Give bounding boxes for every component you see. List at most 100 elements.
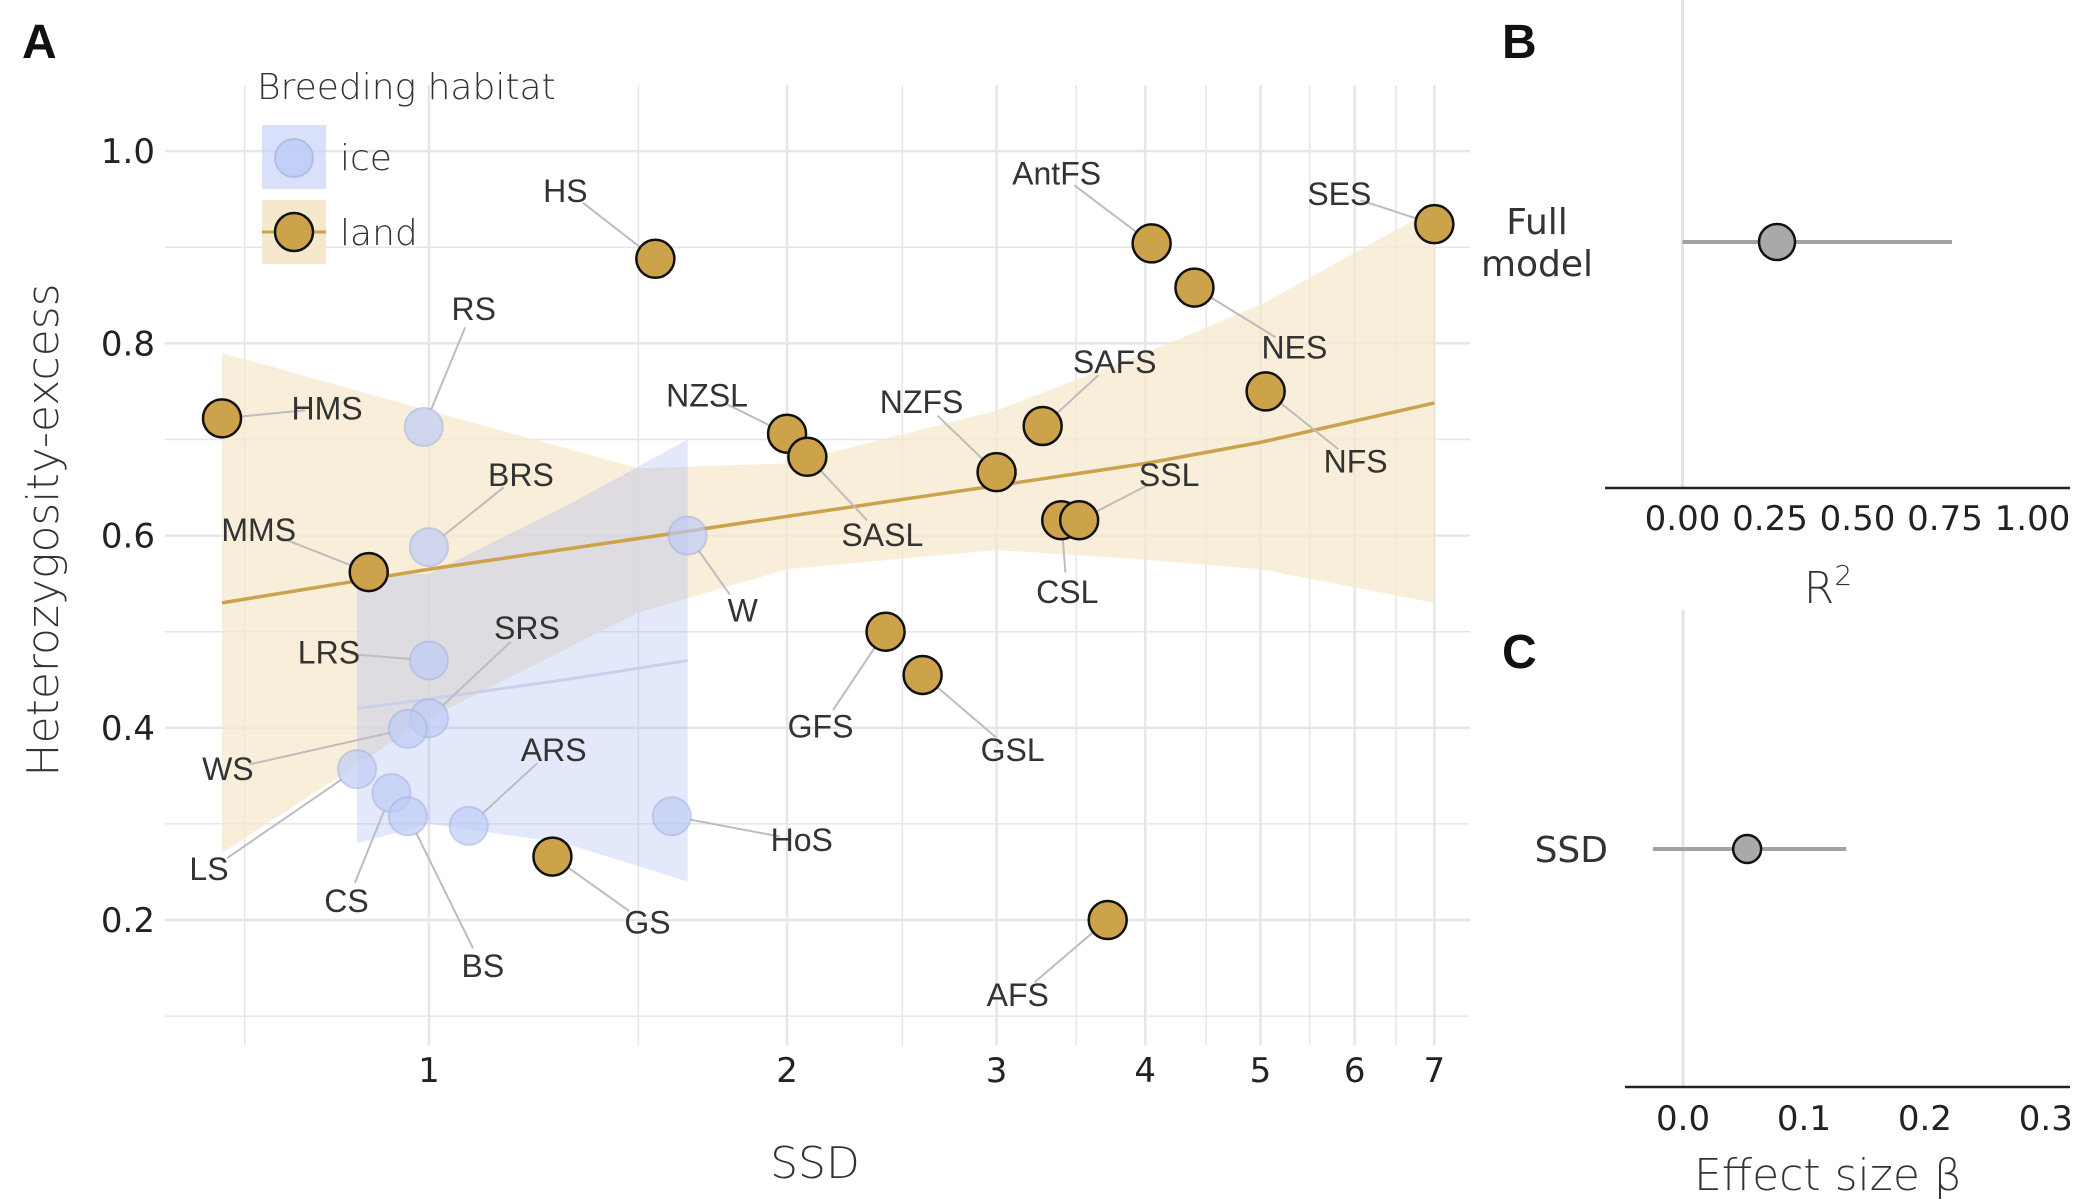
data-point-land <box>532 836 573 877</box>
point-label: MMS <box>221 512 296 548</box>
label-leader-line <box>1360 199 1418 220</box>
data-point-land <box>201 398 243 439</box>
point-label: CS <box>324 883 368 919</box>
panel-b-x-tick-label: 0.25 <box>1732 499 1808 539</box>
label-leader-line <box>249 731 391 766</box>
panel-a-tick-labels: 1 2 3 4 5 6 7 0.2 0.4 0.6 0.8 1.0 <box>101 132 1445 1091</box>
panel-a-letter: A <box>22 16 57 69</box>
panel-a-point-labels: RS BRS W LRS SRS WS LS CS BS ARS HoS HMS MMS HS GS NZSL… <box>189 155 1387 1013</box>
point-label: SES <box>1307 176 1371 212</box>
point-label: WS <box>202 751 254 787</box>
label-leader-line <box>353 809 386 884</box>
data-point-land <box>348 551 389 593</box>
x-tick-label: 3 <box>986 1051 1008 1091</box>
panel-c-estimate-point <box>1731 833 1763 865</box>
point-label: SSL <box>1139 457 1199 493</box>
data-point-land <box>1131 223 1172 264</box>
point-label: NES <box>1262 330 1328 366</box>
point-label: ARS <box>521 732 587 768</box>
point-label: GS <box>624 905 670 941</box>
panel-b-x-tick-label: 1.00 <box>1995 499 2071 539</box>
data-point-ice <box>667 515 708 556</box>
legend-key-ice-marker <box>274 138 314 178</box>
panel-b-category-line: Full <box>1506 202 1568 243</box>
x-tick-label: 6 <box>1344 1051 1366 1091</box>
y-tick-label: 1.0 <box>101 132 155 172</box>
legend: Breeding habitat ice land <box>257 67 556 264</box>
label-leader-line <box>442 486 505 537</box>
x-axis-title: SSD <box>770 1138 860 1189</box>
point-label: SRS <box>494 610 560 646</box>
panel-b-category-label: Full model <box>1481 202 1593 285</box>
y-tick-label: 0.8 <box>101 324 155 364</box>
point-label: GSL <box>981 732 1045 768</box>
label-leader-line <box>689 818 781 838</box>
point-label: HoS <box>771 822 833 858</box>
data-point-ice <box>403 406 444 447</box>
label-leader-line <box>239 409 306 418</box>
panel-b-x-axis-title: R2 <box>1804 559 1852 614</box>
panel-a-fit-lines <box>221 401 1435 711</box>
data-point-land <box>976 451 1017 493</box>
legend-label-ice: ice <box>340 138 392 179</box>
data-point-ice <box>336 749 377 790</box>
y-axis-title: Heterozygosity-excess <box>18 283 69 776</box>
legend-key-land-marker <box>273 211 315 253</box>
y-tick-label: 0.4 <box>101 709 155 749</box>
panel-b-tick-labels: 0.00 0.25 0.50 0.75 1.00 <box>1645 499 2071 539</box>
panel-c-x-tick-label: 0.3 <box>2019 1099 2073 1139</box>
point-label: RS <box>452 291 496 327</box>
data-point-land <box>1245 371 1286 412</box>
point-label: HS <box>543 173 587 209</box>
label-leader-line <box>726 403 772 427</box>
point-label: BS <box>461 948 504 984</box>
point-label: AFS <box>987 977 1049 1013</box>
label-leader-line <box>278 536 353 567</box>
x-tick-label: 2 <box>776 1051 798 1091</box>
x-tick-label: 1 <box>418 1051 440 1091</box>
data-point-ice <box>387 708 428 749</box>
data-point-land <box>902 654 943 696</box>
panel-b-estimate-point <box>1757 222 1797 262</box>
data-point-land <box>1414 203 1455 245</box>
label-leader-line <box>1094 483 1150 514</box>
point-label: AntFS <box>1012 155 1101 191</box>
panel-a-confidence-bands <box>222 208 1435 882</box>
y-tick-label: 0.6 <box>101 517 155 557</box>
panel-b-x-tick-label: 0.00 <box>1645 499 1721 539</box>
confidence-band-ice <box>356 439 688 882</box>
label-leader-line <box>582 202 642 249</box>
data-point-land <box>635 238 676 280</box>
point-label: GFS <box>788 709 854 745</box>
panel-c-x-tick-label: 0.0 <box>1656 1099 1710 1139</box>
x-tick-label: 5 <box>1250 1051 1272 1091</box>
panel-c: C 0.0 0.1 0.2 0.3 SSD Effect size β <box>1502 610 2073 1200</box>
label-leader-line <box>429 327 467 411</box>
panel-a-points <box>201 203 1455 941</box>
point-label: NZSL <box>666 378 748 414</box>
panel-b-letter: B <box>1502 16 1537 69</box>
legend-title: Breeding habitat <box>257 67 556 108</box>
point-label: HMS <box>291 390 362 426</box>
panel-b-x-tick-label: 0.75 <box>1907 499 1983 539</box>
label-leader-line <box>819 469 868 522</box>
x-tick-label: 7 <box>1424 1051 1446 1091</box>
fit-line-ice <box>356 659 688 711</box>
label-leader-line <box>226 778 343 859</box>
point-label: SAFS <box>1073 344 1157 380</box>
data-point-land <box>1087 899 1128 941</box>
label-leader-line <box>441 641 512 707</box>
confidence-band-land <box>222 208 1435 853</box>
point-label: NZFS <box>880 384 964 420</box>
label-leader-line <box>1073 184 1138 234</box>
label-leader-line <box>414 831 474 949</box>
data-point-land <box>1058 499 1100 541</box>
label-leader-line <box>566 866 630 913</box>
panel-c-x-axis-title: Effect size β <box>1694 1150 1962 1200</box>
panel-c-category-label: SSD <box>1535 830 1608 871</box>
data-point-land <box>865 611 906 652</box>
label-leader-line <box>936 415 985 461</box>
panel-b-x-axis-title-main: R <box>1804 563 1835 614</box>
panel-b-x-tick-label: 0.50 <box>1820 499 1896 539</box>
